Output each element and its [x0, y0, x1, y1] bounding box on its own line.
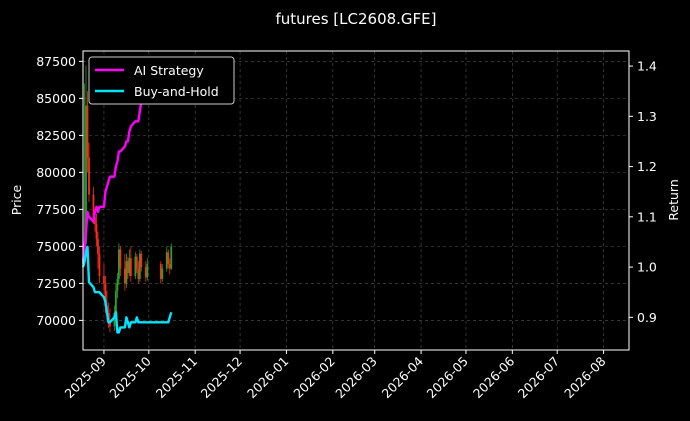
- candle-body: [129, 258, 132, 276]
- right-tick-label: 0.9: [637, 310, 657, 325]
- left-tick-label: 75000: [36, 239, 76, 254]
- candle-body: [119, 249, 122, 269]
- left-tick-label: 77500: [36, 202, 76, 217]
- candle-body: [159, 264, 162, 279]
- candle-body: [128, 258, 131, 274]
- candle-body: [170, 246, 173, 269]
- candle-body: [103, 275, 105, 284]
- candle-body: [88, 157, 90, 195]
- candle-body: [146, 264, 149, 278]
- candle-body: [115, 290, 117, 313]
- candle-body: [168, 264, 171, 269]
- candle-body: [123, 268, 126, 284]
- candle-body: [86, 105, 89, 158]
- candle-body: [95, 224, 98, 239]
- candle-body: [113, 312, 116, 327]
- candle-body: [134, 256, 137, 276]
- right-axis: 0.9 1.0 1.1 1.2 1.3 1.4: [629, 59, 657, 325]
- candle-body: [125, 261, 128, 284]
- candle-body: [140, 253, 143, 268]
- legend-box: [88, 56, 235, 105]
- chart-title: futures [LC2608.GFE]: [275, 10, 436, 28]
- candle-body: [144, 267, 147, 278]
- series-line-buy-and-hold: [81, 245, 173, 334]
- right-tick-label: 1.1: [637, 209, 657, 224]
- candle-body: [165, 252, 168, 269]
- legend: AI Strategy Buy-and-Hold: [88, 56, 235, 105]
- right-tick-label: 1.4: [637, 59, 657, 74]
- legend-label-ai-strategy: AI Strategy: [134, 63, 204, 78]
- left-tick-label: 82500: [36, 128, 76, 143]
- left-tick-label: 70000: [36, 313, 76, 328]
- candle-body: [94, 216, 96, 225]
- candle-body: [126, 261, 129, 274]
- left-axis: 70000 72500 75000 77500 80000 82500 85000 87500: [36, 54, 83, 328]
- candle-body: [85, 105, 87, 244]
- left-axis-label: Price: [9, 184, 24, 215]
- right-axis-label: Return: [666, 179, 681, 220]
- plot-frame: [82, 50, 630, 351]
- candle-body: [138, 253, 141, 279]
- candle-body: [137, 268, 140, 279]
- candle-body: [118, 249, 120, 279]
- candle-body: [116, 278, 119, 291]
- candle-body: [167, 252, 170, 265]
- right-tick-label: 1.3: [637, 109, 657, 124]
- candle-body: [104, 283, 107, 306]
- candle-body: [98, 253, 101, 276]
- right-tick-label: 1.0: [637, 260, 657, 275]
- candle-body: [92, 194, 95, 217]
- left-tick-label: 80000: [36, 165, 76, 180]
- left-tick-label: 85000: [36, 91, 76, 106]
- candle-body: [97, 238, 99, 254]
- candle-body: [135, 256, 138, 269]
- left-tick-label: 72500: [36, 276, 76, 291]
- candle-body: [161, 268, 164, 279]
- left-tick-label: 87500: [36, 54, 76, 69]
- right-tick-label: 1.2: [637, 159, 657, 174]
- legend-label-buy-and-hold: Buy-and-Hold: [134, 84, 219, 99]
